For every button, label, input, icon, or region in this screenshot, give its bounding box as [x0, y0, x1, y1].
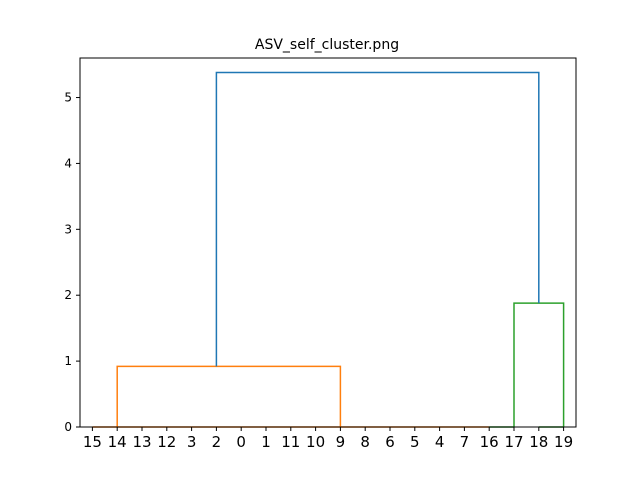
- leaf-label: 9: [336, 433, 346, 451]
- leaf-label: 19: [554, 433, 573, 451]
- leaf-label: 14: [108, 433, 127, 451]
- leaf-label: 17: [504, 433, 523, 451]
- leaf-label: 5: [410, 433, 420, 451]
- leaf-label: 3: [187, 433, 197, 451]
- leaf-label: 11: [281, 433, 300, 451]
- leaf-label: 12: [157, 433, 176, 451]
- dendrogram-links: [92, 71, 565, 428]
- y-tick-label: 3: [64, 222, 72, 236]
- y-tick-label: 4: [64, 156, 72, 170]
- x-axis: 15 14 13 12 3 2 0 1 11 10 9 8 6 5 4 7 16 17 18 19: [83, 427, 573, 451]
- leaf-label: 10: [306, 433, 325, 451]
- y-axis: 0 1 2 3 4 5: [64, 91, 80, 434]
- leaf-label: 16: [480, 433, 499, 451]
- plot-frame: [79, 57, 577, 428]
- leaf-label: 1: [261, 433, 271, 451]
- leaf-label: 18: [529, 433, 548, 451]
- dendrogram-link-11: [513, 302, 565, 427]
- leaf-label: 0: [236, 433, 246, 451]
- leaf-label: 6: [385, 433, 395, 451]
- leaf-label: 15: [83, 433, 102, 451]
- y-tick-label: 2: [64, 288, 72, 302]
- leaf-label: 8: [360, 433, 370, 451]
- leaf-label: 2: [212, 433, 222, 451]
- y-tick-label: 5: [64, 91, 72, 105]
- y-tick-label: 1: [64, 354, 72, 368]
- leaf-label: 7: [460, 433, 470, 451]
- leaf-label: 13: [132, 433, 151, 451]
- dendrogram-link-8: [116, 365, 342, 427]
- leaf-label: 4: [435, 433, 445, 451]
- dendrogram-link-12: [215, 71, 540, 367]
- y-tick-label: 0: [64, 420, 72, 434]
- chart-title: ASV_self_cluster.png: [255, 37, 399, 53]
